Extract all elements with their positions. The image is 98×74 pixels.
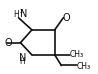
Text: N: N bbox=[19, 53, 26, 63]
Text: 2: 2 bbox=[20, 9, 23, 14]
Text: O: O bbox=[62, 13, 70, 23]
Text: H: H bbox=[20, 57, 25, 66]
Text: O: O bbox=[4, 38, 12, 48]
Text: CH₃: CH₃ bbox=[76, 62, 90, 71]
Text: H: H bbox=[14, 10, 20, 19]
Text: CH₃: CH₃ bbox=[70, 50, 84, 59]
Text: N: N bbox=[20, 9, 27, 19]
